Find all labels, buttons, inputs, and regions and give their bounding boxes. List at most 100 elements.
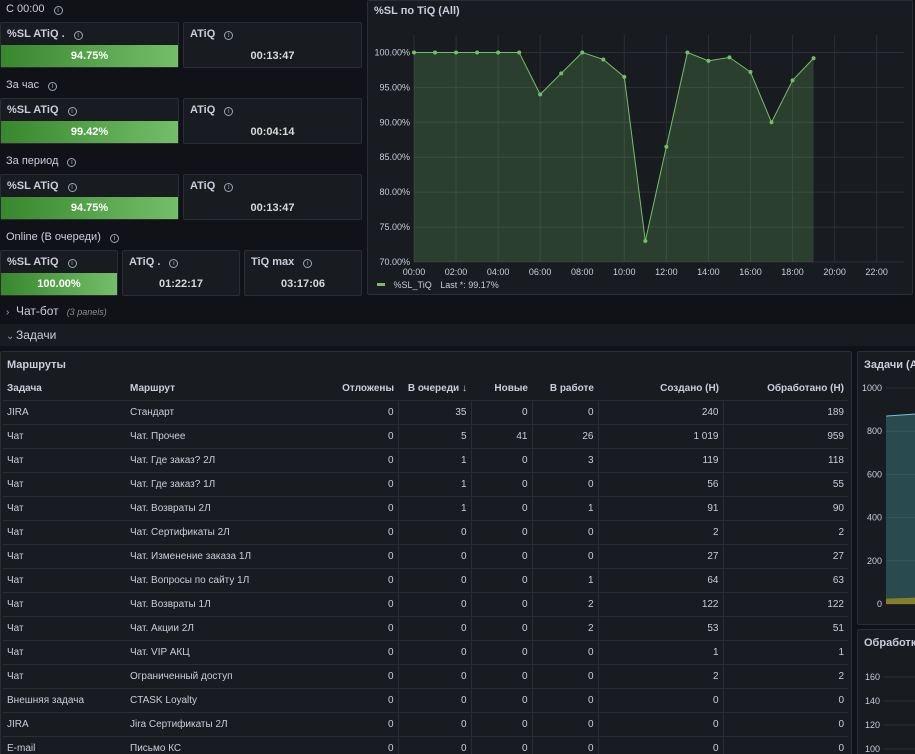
data-point[interactable] (706, 58, 711, 63)
data-point[interactable] (664, 144, 669, 149)
table-row[interactable]: JIRA Стандарт 0 35 0 0 240 189 (3, 399, 848, 424)
chevron-right-icon: › (6, 307, 10, 318)
table-cell: 1 (532, 495, 599, 520)
series-line (885, 413, 915, 417)
info-icon[interactable]: i (67, 183, 77, 192)
column-header[interactable]: Создано (Н) (598, 378, 723, 400)
info-icon[interactable]: i (169, 259, 179, 268)
table-row[interactable]: Чат Чат. Вопросы по сайту 1Л 0 0 0 1 64 63 (3, 567, 848, 592)
table-cell: 0 (471, 543, 533, 568)
x-tick-label: 04:00 (487, 267, 510, 277)
data-point[interactable] (601, 57, 606, 62)
table-row[interactable]: JIRA Jira Сертификаты 2Л 0 0 0 0 0 0 (3, 711, 848, 736)
table-row[interactable]: Чат Чат. Изменение заказа 1Л 0 0 0 0 27 27 (3, 543, 848, 568)
table-cell: 122 (598, 591, 724, 616)
atiq-stat-value: 00:13:47 (250, 50, 295, 62)
table-row[interactable]: E-mail Письмо КС 0 0 0 0 0 0 (3, 735, 848, 754)
data-point[interactable] (727, 55, 732, 60)
data-point[interactable] (685, 50, 690, 55)
x-tick-label: 16:00 (739, 267, 762, 277)
table-row[interactable]: Чат Чат. Возвраты 1Л 0 0 0 2 122 122 (3, 591, 848, 616)
y-tick-label: 400 (867, 513, 882, 523)
column-header[interactable]: Маршрут (126, 378, 296, 400)
table-cell: Чат (3, 591, 126, 616)
column-header-label: Обработано (Н) (767, 383, 844, 395)
column-header[interactable]: В работе (532, 378, 598, 400)
info-icon[interactable]: i (67, 259, 77, 268)
data-point[interactable] (748, 70, 753, 75)
table-row[interactable]: Чат Чат. Возвраты 2Л 0 1 0 1 91 90 (3, 495, 848, 520)
table-cell: CTASK Loyalty (126, 687, 296, 712)
table-row[interactable]: Чат Чат. Где заказ? 1Л 0 1 0 0 56 55 (3, 471, 848, 496)
table-cell: 0 (598, 735, 724, 754)
sl-atiq-stat-value: 99.42% (1, 121, 178, 143)
data-point[interactable] (517, 50, 522, 55)
info-icon[interactable]: i (224, 31, 234, 40)
series-area (414, 52, 814, 262)
arrow-down-icon: ↓ (459, 383, 467, 395)
data-point[interactable] (769, 120, 774, 125)
chart-legend[interactable]: %SL_TiQ Last *: 99.17% (377, 280, 499, 290)
sl-atiq-stat: %SL ATiQ i 99.42% (0, 98, 179, 144)
data-point[interactable] (475, 50, 480, 55)
table-row[interactable]: Чат Чат. Акции 2Л 0 0 0 2 53 51 (3, 615, 848, 640)
table-row[interactable]: Чат Ограниченный доступ 0 0 0 0 2 2 (3, 663, 848, 688)
atiq-stat-label: ATiQ (190, 28, 216, 40)
table-row[interactable]: Чат Чат. Где заказ? 2Л 0 1 0 3 119 118 (3, 447, 848, 472)
sl-atiq-stat: %SL ATiQ . i 94.75% (0, 22, 179, 68)
table-cell: 2 (723, 663, 848, 688)
data-point[interactable] (559, 71, 564, 76)
data-point[interactable] (496, 50, 501, 55)
section-tasks[interactable]: ⌄ Задачи (0, 324, 915, 346)
section-chatbot-label: Чат-бот (16, 304, 59, 318)
routes-panel: Маршруты Задача Маршрут Отложены В очереди … (0, 351, 852, 754)
data-point[interactable] (580, 50, 585, 55)
column-header-label: Задача (7, 383, 42, 395)
info-icon[interactable]: i (53, 6, 63, 15)
info-icon[interactable]: i (67, 158, 77, 167)
column-header[interactable]: Отложены (296, 378, 398, 400)
data-point[interactable] (454, 50, 459, 55)
data-point[interactable] (790, 78, 795, 83)
row-header-0: С 00:00 i (6, 3, 63, 15)
data-point[interactable] (622, 74, 627, 79)
column-header[interactable]: Обработано (Н) (723, 378, 848, 400)
info-icon[interactable]: i (224, 107, 234, 116)
processing-chart-title: Обработка (864, 637, 915, 649)
online-atiq-stat-title: ATiQ . i (129, 256, 179, 268)
table-cell: 0 (296, 567, 399, 592)
info-icon[interactable]: i (109, 234, 119, 243)
table-cell: 55 (723, 471, 848, 496)
data-point[interactable] (412, 50, 416, 55)
table-cell: Письмо КС (126, 735, 296, 754)
table-cell: 0 (598, 711, 724, 736)
section-chatbot-count: (3 panels) (66, 307, 107, 317)
section-chatbot[interactable]: › Чат-бот (3 panels) (0, 300, 915, 322)
data-point[interactable] (538, 92, 543, 97)
info-icon[interactable]: i (48, 82, 58, 91)
table-row[interactable]: Чат Чат. VIP АКЦ 0 0 0 0 1 1 (3, 639, 848, 664)
column-header[interactable]: В очереди ↓ (398, 378, 471, 400)
routes-title: Маршруты (7, 359, 66, 371)
info-icon[interactable]: i (303, 259, 313, 268)
data-point[interactable] (433, 50, 438, 55)
info-icon[interactable]: i (224, 183, 234, 192)
x-tick-label: 02:00 (445, 267, 468, 277)
table-cell: 1 (598, 639, 724, 664)
data-point[interactable] (643, 239, 648, 244)
info-icon[interactable]: i (67, 107, 77, 116)
table-row[interactable]: Внешняя задача CTASK Loyalty 0 0 0 0 0 0 (3, 687, 848, 712)
column-header[interactable]: Новые (471, 378, 532, 400)
info-icon[interactable]: i (73, 31, 83, 40)
column-header[interactable]: Задача (3, 378, 126, 400)
table-row[interactable]: Чат Чат. Прочее 0 5 41 26 1 019 959 (3, 423, 848, 448)
table-cell: 2 (532, 591, 599, 616)
table-cell: Ограниченный доступ (126, 663, 296, 688)
atiq-stat-label: ATiQ (190, 180, 216, 192)
data-point[interactable] (811, 56, 816, 61)
table-cell: 0 (398, 567, 472, 592)
table-cell: Чат. Прочее (126, 423, 296, 448)
series-area (886, 414, 915, 604)
table-row[interactable]: Чат Чат. Сертификаты 2Л 0 0 0 0 2 2 (3, 519, 848, 544)
y-tick-label: 160 (865, 672, 880, 682)
